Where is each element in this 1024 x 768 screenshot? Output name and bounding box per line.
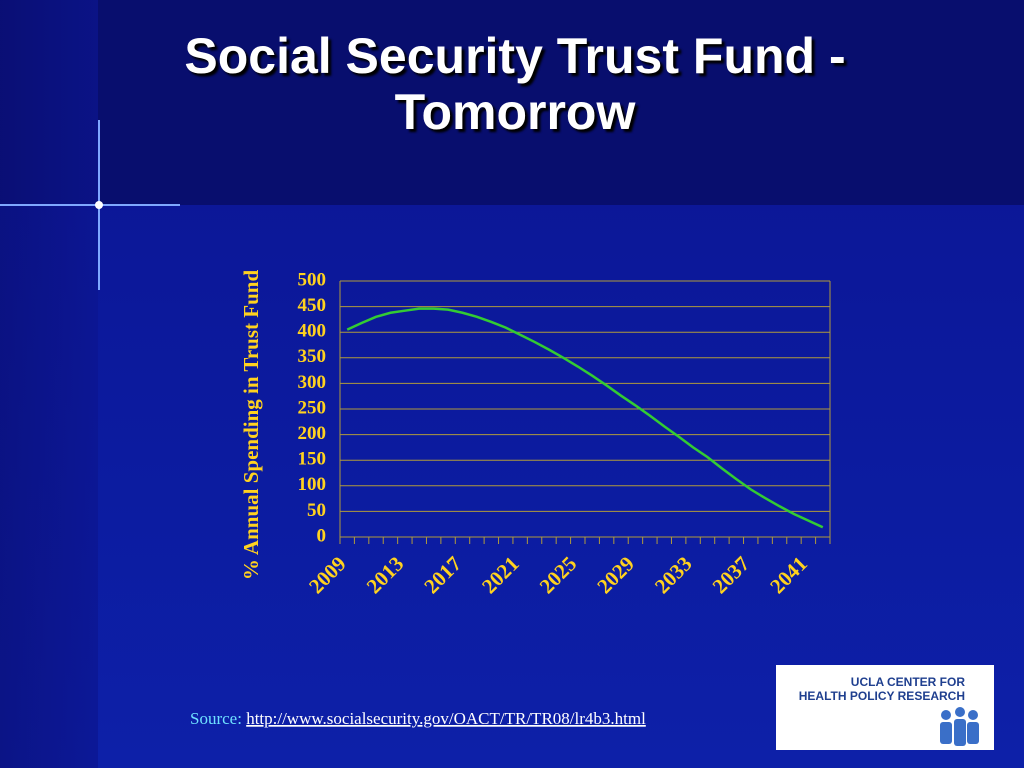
logo-text: UCLA CENTER FOR (851, 675, 966, 689)
y-tick-label: 400 (298, 321, 327, 342)
title-box: Social Security Trust Fund - Tomorrow (184, 28, 846, 140)
logo-text: HEALTH POLICY RESEARCH (799, 689, 965, 703)
header-band (0, 0, 1024, 205)
y-tick-label: 300 (298, 372, 327, 393)
y-tick-label: 0 (317, 525, 327, 546)
y-tick-label: 350 (298, 346, 327, 367)
source-label: Source: (190, 709, 242, 728)
y-tick-label: 150 (298, 449, 327, 470)
y-tick-label: 200 (298, 423, 327, 444)
logo-figures (940, 707, 979, 746)
y-tick-label: 50 (307, 500, 326, 521)
title: Social Security Trust Fund - Tomorrow (184, 28, 846, 140)
data-line (346, 307, 824, 529)
source: Source: http://www.socialsecurity.gov/OA… (190, 709, 646, 728)
y-axis-label: % Annual Spending in Trust Fund (239, 270, 263, 581)
y-tick-label: 500 (298, 269, 327, 290)
source-link[interactable]: http://www.socialsecurity.gov/OACT/TR/TR… (246, 709, 646, 728)
sparkle (95, 201, 103, 209)
y-tick-label: 100 (298, 474, 327, 495)
side-band (0, 0, 98, 768)
y-tick-label: 250 (298, 397, 327, 418)
y-tick-label: 450 (298, 295, 327, 316)
